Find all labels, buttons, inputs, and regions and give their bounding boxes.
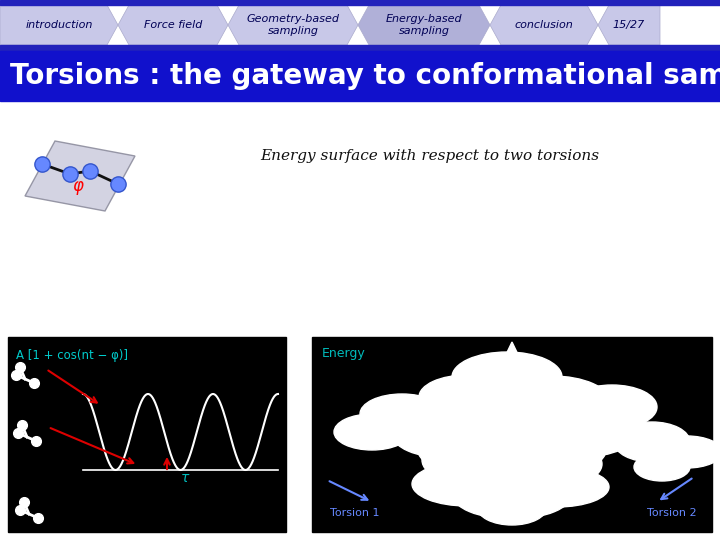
- Ellipse shape: [360, 394, 444, 434]
- Ellipse shape: [392, 410, 502, 458]
- Bar: [0, 51, 720, 101]
- Text: Torsion 1: Torsion 1: [330, 508, 379, 518]
- Ellipse shape: [477, 489, 547, 525]
- Polygon shape: [598, 5, 660, 45]
- Polygon shape: [490, 5, 598, 45]
- Bar: [312, 337, 712, 532]
- Ellipse shape: [652, 436, 720, 468]
- Text: introduction: introduction: [25, 20, 93, 30]
- Ellipse shape: [419, 375, 515, 419]
- Ellipse shape: [412, 462, 522, 506]
- Ellipse shape: [482, 438, 602, 490]
- Polygon shape: [25, 141, 135, 211]
- Polygon shape: [118, 5, 228, 45]
- Bar: [0, 45, 720, 51]
- Text: Torsions : the gateway to conformational sampling: Torsions : the gateway to conformational…: [10, 62, 720, 90]
- Ellipse shape: [437, 390, 587, 454]
- Text: Force field: Force field: [144, 20, 202, 30]
- Text: Geometry-based
sampling: Geometry-based sampling: [246, 14, 340, 36]
- Ellipse shape: [567, 385, 657, 429]
- Ellipse shape: [432, 444, 592, 504]
- Polygon shape: [228, 5, 358, 45]
- Ellipse shape: [527, 407, 637, 457]
- Ellipse shape: [422, 432, 552, 488]
- Text: Energy surface with respect to two torsions: Energy surface with respect to two torsi…: [261, 149, 600, 163]
- Text: conclusion: conclusion: [515, 20, 573, 30]
- Text: $\varphi$: $\varphi$: [71, 179, 84, 197]
- Ellipse shape: [334, 414, 410, 450]
- Text: Energy: Energy: [322, 347, 366, 360]
- Text: 15/27: 15/27: [613, 20, 645, 30]
- Ellipse shape: [634, 453, 690, 481]
- Ellipse shape: [452, 352, 562, 402]
- Bar: [8, 337, 286, 532]
- Polygon shape: [358, 5, 490, 45]
- Text: Torsion 2: Torsion 2: [647, 508, 697, 518]
- Text: A [1 + cos(nt − φ)]: A [1 + cos(nt − φ)]: [16, 349, 128, 362]
- Ellipse shape: [417, 409, 607, 485]
- Text: Energy-based
sampling: Energy-based sampling: [386, 14, 462, 36]
- Text: $\tau$: $\tau$: [180, 471, 190, 485]
- Ellipse shape: [505, 467, 609, 507]
- Polygon shape: [0, 5, 118, 45]
- Ellipse shape: [452, 469, 572, 519]
- Ellipse shape: [494, 376, 610, 428]
- Ellipse shape: [614, 422, 690, 462]
- Bar: [0, 0, 720, 5]
- Polygon shape: [500, 342, 524, 367]
